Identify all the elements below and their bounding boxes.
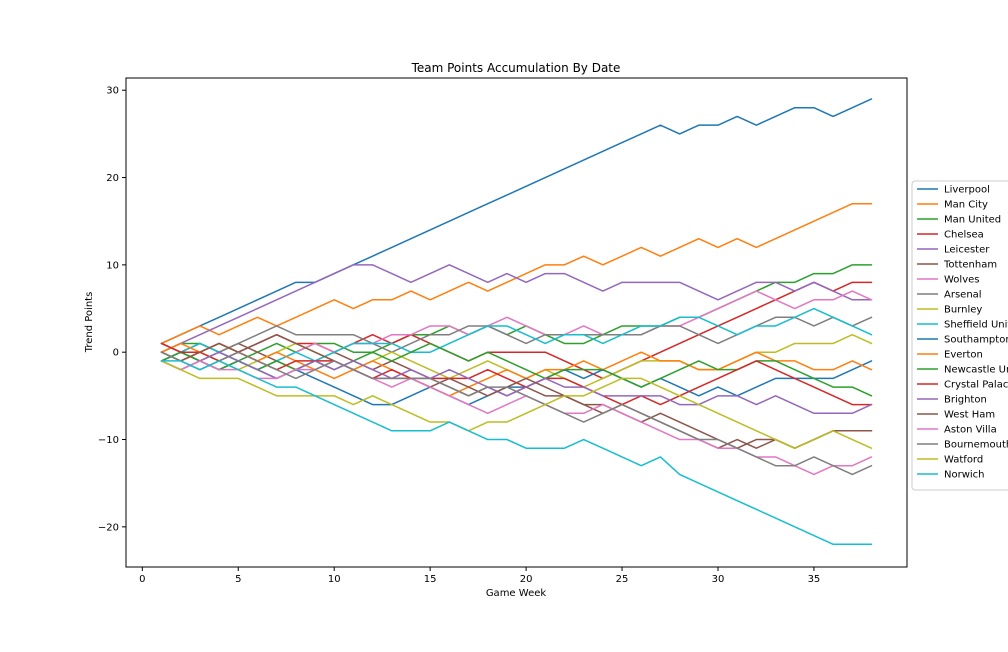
series-line <box>160 342 873 397</box>
series-line <box>160 342 873 397</box>
y-tick-label: 10 <box>106 260 119 271</box>
chart-title: Team Points Accumulation By Date <box>411 61 621 75</box>
legend-label: Aston Villa <box>944 425 997 436</box>
x-axis-label: Game Week <box>486 588 547 599</box>
x-tick-label: 35 <box>808 574 821 585</box>
legend-box <box>911 180 1008 491</box>
legend: Liverpool Man City Man United Chelsea Leices… <box>911 180 1008 491</box>
plot-area <box>125 77 908 568</box>
legend-label: Crystal Palace <box>944 380 1008 391</box>
y-tick-label: 20 <box>106 173 119 184</box>
legend-label: Sheffield United <box>944 320 1008 331</box>
series-line <box>160 360 873 546</box>
legend-label: Southampton <box>944 335 1008 346</box>
y-tick-label: 0 <box>113 348 119 359</box>
legend-label: Brighton <box>944 395 987 406</box>
x-tick-label: 5 <box>235 574 241 585</box>
series-line <box>160 264 873 353</box>
legend-label: Watford <box>944 455 983 466</box>
legend-label: Norwich <box>944 470 985 481</box>
legend-label: Chelsea <box>944 230 984 241</box>
x-axis: 0 5 10 15 20 25 30 35 <box>139 567 820 585</box>
y-axis-label: Trend Points <box>84 292 95 354</box>
legend-label: Arsenal <box>944 290 982 301</box>
legend-label: Liverpool <box>944 185 990 196</box>
legend-label: Bournemouth <box>944 440 1008 451</box>
series-lines <box>160 98 873 546</box>
legend-label: Man United <box>944 215 1001 226</box>
legend-label: Tottenham <box>943 260 997 271</box>
x-tick-label: 10 <box>328 574 341 585</box>
legend-label: Burnley <box>944 305 982 316</box>
series-line <box>160 360 873 449</box>
x-tick-label: 0 <box>139 574 145 585</box>
y-tick-label: −20 <box>98 522 119 533</box>
x-tick-label: 15 <box>424 574 437 585</box>
y-axis: −20 −10 0 10 20 30 <box>98 86 126 533</box>
x-tick-label: 30 <box>712 574 725 585</box>
legend-label: Everton <box>944 350 983 361</box>
series-line <box>160 342 873 449</box>
series-line <box>160 333 873 449</box>
x-tick-label: 20 <box>520 574 533 585</box>
y-tick-label: −10 <box>98 435 119 446</box>
x-tick-label: 25 <box>616 574 629 585</box>
legend-label: Wolves <box>944 275 979 286</box>
legend-label: Newcastle United <box>944 365 1008 376</box>
legend-label: Leicester <box>944 245 990 256</box>
legend-label: West Ham <box>944 410 995 421</box>
y-tick-label: 30 <box>106 86 119 97</box>
legend-label: Man City <box>944 200 988 211</box>
series-line <box>160 351 873 476</box>
series-line <box>160 98 873 345</box>
series-line <box>160 307 873 371</box>
series-line <box>160 264 873 362</box>
